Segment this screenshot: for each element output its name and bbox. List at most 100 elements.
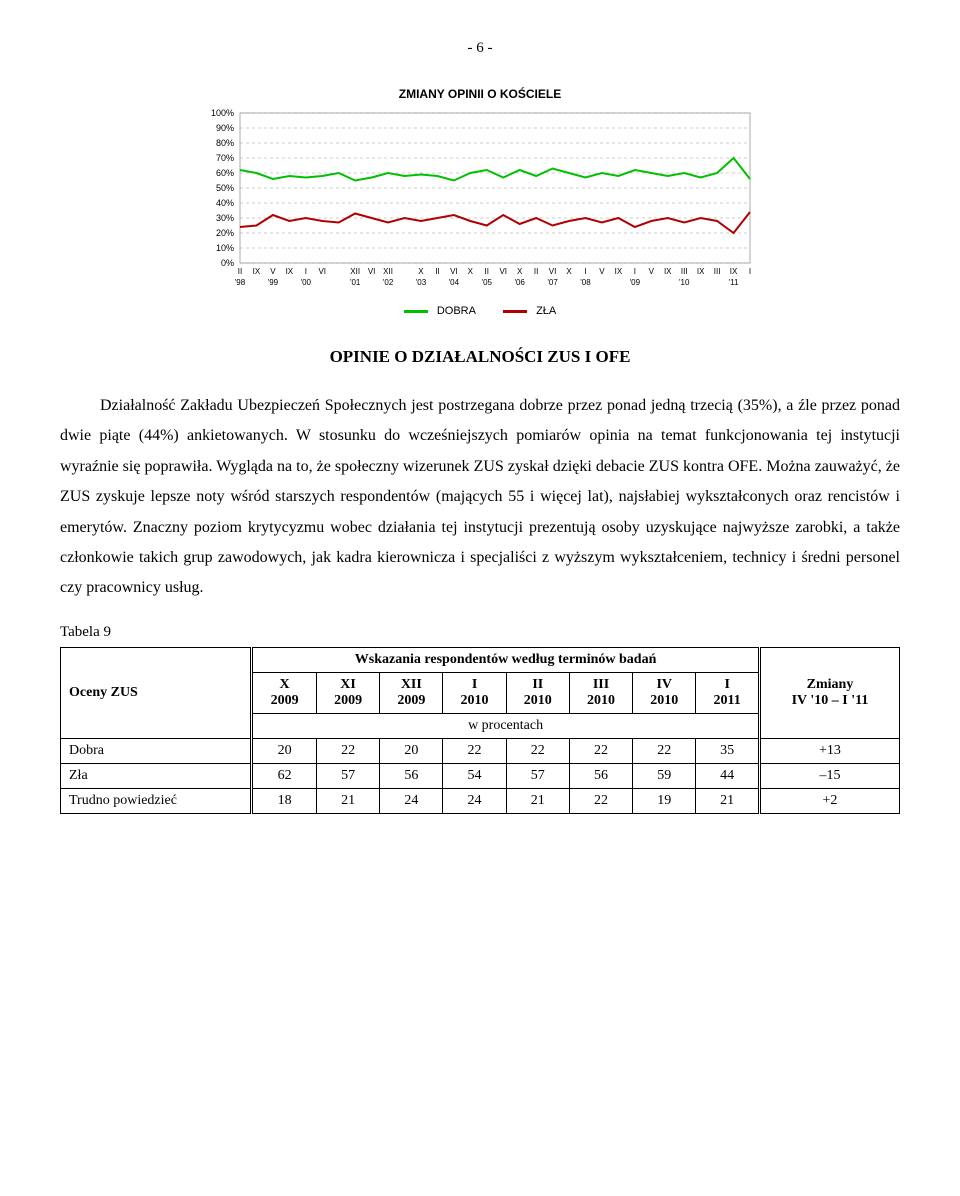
- svg-text:VI: VI: [318, 267, 326, 276]
- table-cell: 56: [569, 763, 632, 788]
- svg-text:IX: IX: [697, 267, 705, 276]
- table-cell: 24: [380, 788, 443, 813]
- row-header-label: Oceny ZUS: [61, 647, 252, 738]
- svg-text:V: V: [270, 267, 276, 276]
- svg-text:'07: '07: [547, 278, 558, 287]
- svg-text:'99: '99: [268, 278, 279, 287]
- change-cell: –15: [759, 763, 899, 788]
- data-table: Oceny ZUS Wskazania respondentów według …: [60, 647, 900, 814]
- table-cell: 54: [443, 763, 506, 788]
- table-cell: 35: [696, 738, 760, 763]
- header-span: Wskazania respondentów według terminów b…: [252, 647, 760, 672]
- legend-item-zla: ZŁA: [503, 305, 556, 317]
- table-cell: 59: [633, 763, 696, 788]
- change-header-bot: IV '10 – I '11: [792, 693, 869, 708]
- column-header: IV2010: [633, 672, 696, 713]
- svg-text:'02: '02: [383, 278, 394, 287]
- svg-text:'08: '08: [580, 278, 591, 287]
- svg-text:40%: 40%: [216, 198, 234, 208]
- svg-text:VI: VI: [368, 267, 376, 276]
- legend-label-zla: ZŁA: [536, 305, 556, 317]
- svg-text:V: V: [599, 267, 605, 276]
- chart-title: ZMIANY OPINII O KOŚCIELE: [200, 87, 760, 101]
- legend-label-dobra: DOBRA: [437, 305, 476, 317]
- svg-text:'10: '10: [679, 278, 690, 287]
- column-header: I2010: [443, 672, 506, 713]
- table-cell: 62: [252, 763, 317, 788]
- svg-text:IX: IX: [615, 267, 623, 276]
- row-label: Zła: [61, 763, 252, 788]
- table-header-row-1: Oceny ZUS Wskazania respondentów według …: [61, 647, 900, 672]
- svg-text:I: I: [584, 267, 586, 276]
- table-cell: 22: [316, 738, 379, 763]
- svg-text:X: X: [418, 267, 424, 276]
- table-cell: 22: [569, 788, 632, 813]
- change-header-top: Zmiany: [807, 677, 854, 692]
- chart-legend: DOBRA ZŁA: [200, 305, 760, 317]
- svg-text:'09: '09: [630, 278, 641, 287]
- svg-text:IX: IX: [253, 267, 261, 276]
- svg-text:II: II: [435, 267, 439, 276]
- svg-text:30%: 30%: [216, 213, 234, 223]
- svg-text:50%: 50%: [216, 183, 234, 193]
- table-row: Trudno powiedzieć1821242421221921+2: [61, 788, 900, 813]
- table-cell: 20: [380, 738, 443, 763]
- svg-text:III: III: [681, 267, 688, 276]
- svg-text:20%: 20%: [216, 228, 234, 238]
- table-cell: 22: [569, 738, 632, 763]
- svg-text:II: II: [534, 267, 538, 276]
- svg-text:'11: '11: [729, 278, 739, 287]
- svg-text:I: I: [634, 267, 636, 276]
- table-cell: 24: [443, 788, 506, 813]
- svg-text:'00: '00: [301, 278, 312, 287]
- svg-text:0%: 0%: [221, 258, 234, 268]
- table-cell: 19: [633, 788, 696, 813]
- legend-item-dobra: DOBRA: [404, 305, 476, 317]
- svg-text:VI: VI: [499, 267, 507, 276]
- table-cell: 22: [633, 738, 696, 763]
- svg-text:'03: '03: [416, 278, 427, 287]
- svg-text:XII: XII: [383, 267, 393, 276]
- column-header: XII2009: [380, 672, 443, 713]
- table-cell: 21: [506, 788, 569, 813]
- svg-text:10%: 10%: [216, 243, 234, 253]
- table-cell: 21: [696, 788, 760, 813]
- table-cell: 57: [316, 763, 379, 788]
- table-label: Tabela 9: [60, 624, 900, 641]
- svg-text:80%: 80%: [216, 138, 234, 148]
- table-cell: 56: [380, 763, 443, 788]
- svg-text:'05: '05: [482, 278, 493, 287]
- table-row: Zła6257565457565944–15: [61, 763, 900, 788]
- column-header: II2010: [506, 672, 569, 713]
- svg-text:II: II: [238, 267, 242, 276]
- svg-text:X: X: [468, 267, 474, 276]
- svg-text:70%: 70%: [216, 153, 234, 163]
- table-body: Dobra2022202222222235+13Zła6257565457565…: [61, 738, 900, 813]
- svg-text:VI: VI: [450, 267, 458, 276]
- svg-text:IX: IX: [286, 267, 294, 276]
- column-header: XI2009: [316, 672, 379, 713]
- svg-text:'01: '01: [350, 278, 361, 287]
- chart-container: ZMIANY OPINII O KOŚCIELE 0% 10% 20% 30% 40% 5…: [200, 87, 760, 317]
- svg-text:V: V: [649, 267, 655, 276]
- svg-text:'98: '98: [235, 278, 246, 287]
- table-cell: 22: [443, 738, 506, 763]
- sub-row: w procentach: [252, 713, 760, 738]
- svg-text:'06: '06: [514, 278, 525, 287]
- line-chart: 0%10%20%30%40%50%60%70%80%90%100%IIIXVIX…: [200, 107, 760, 297]
- row-label: Trudno powiedzieć: [61, 788, 252, 813]
- svg-text:XII: XII: [350, 267, 360, 276]
- column-header: III2010: [569, 672, 632, 713]
- table-cell: 44: [696, 763, 760, 788]
- change-header: Zmiany IV '10 – I '11: [759, 647, 899, 738]
- svg-text:II: II: [485, 267, 489, 276]
- svg-text:100%: 100%: [211, 108, 234, 118]
- section-heading: OPINIE O DZIAŁALNOŚCI ZUS I OFE: [60, 347, 900, 367]
- svg-text:X: X: [566, 267, 572, 276]
- svg-text:IX: IX: [730, 267, 738, 276]
- svg-text:III: III: [714, 267, 721, 276]
- svg-text:IX: IX: [664, 267, 672, 276]
- svg-text:I: I: [749, 267, 751, 276]
- table-cell: 20: [252, 738, 317, 763]
- svg-text:I: I: [305, 267, 307, 276]
